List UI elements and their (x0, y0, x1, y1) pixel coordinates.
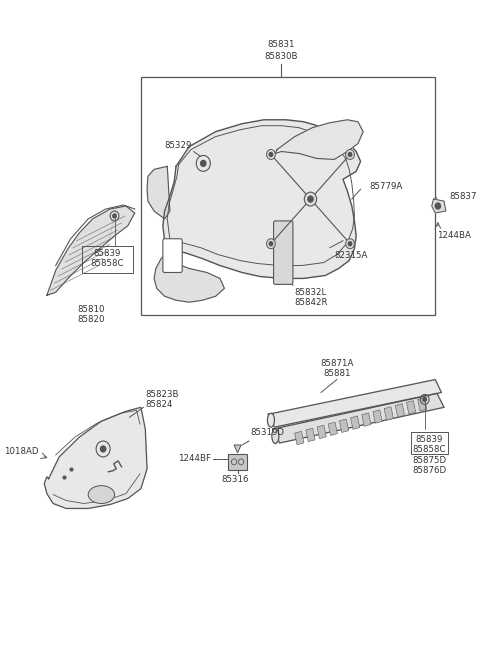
Circle shape (269, 242, 273, 246)
Text: 85858C: 85858C (91, 259, 124, 268)
Bar (141, 77, 435, 315)
Text: 85824: 85824 (145, 400, 173, 409)
FancyBboxPatch shape (163, 239, 182, 272)
Bar (306, 428, 315, 441)
Ellipse shape (267, 413, 275, 427)
Circle shape (201, 160, 206, 166)
Text: 85839: 85839 (94, 249, 121, 257)
Polygon shape (276, 120, 363, 159)
Circle shape (266, 239, 276, 249)
Text: 85858C: 85858C (412, 445, 446, 454)
Text: 82315A: 82315A (334, 251, 368, 259)
Text: 85871A: 85871A (320, 359, 354, 367)
Polygon shape (44, 407, 147, 508)
Text: 85832L: 85832L (295, 288, 327, 297)
Text: 85842R: 85842R (295, 298, 328, 307)
Bar (384, 407, 393, 420)
Bar (396, 403, 405, 417)
Polygon shape (432, 199, 446, 213)
FancyBboxPatch shape (228, 454, 247, 470)
FancyBboxPatch shape (274, 221, 293, 284)
Text: 85839: 85839 (415, 435, 443, 444)
Text: 85837: 85837 (449, 192, 477, 200)
Text: 1244BA: 1244BA (437, 231, 471, 240)
Ellipse shape (272, 428, 279, 443)
Text: 1018AD: 1018AD (4, 447, 38, 457)
Circle shape (346, 239, 354, 249)
Circle shape (346, 149, 354, 159)
Text: 1244BF: 1244BF (178, 455, 211, 463)
Text: 85329: 85329 (165, 141, 192, 149)
Text: 85820: 85820 (77, 315, 105, 324)
Circle shape (269, 153, 273, 157)
Circle shape (348, 242, 352, 246)
Ellipse shape (88, 485, 115, 504)
Polygon shape (268, 379, 442, 427)
Text: 85316: 85316 (221, 475, 249, 484)
Bar (411, 432, 447, 454)
Text: 85875D: 85875D (412, 456, 446, 465)
Polygon shape (154, 253, 224, 302)
Polygon shape (273, 394, 444, 443)
Text: 85830B: 85830B (265, 52, 298, 62)
Circle shape (266, 149, 276, 159)
Polygon shape (234, 445, 241, 453)
Text: 85823B: 85823B (145, 390, 179, 400)
Text: 85779A: 85779A (369, 181, 403, 191)
Circle shape (308, 196, 313, 202)
Circle shape (423, 398, 426, 402)
Bar (350, 416, 360, 430)
Polygon shape (163, 120, 360, 278)
Bar (407, 401, 416, 414)
Circle shape (348, 153, 352, 157)
Polygon shape (47, 206, 135, 295)
Polygon shape (147, 166, 170, 219)
Text: 85810: 85810 (77, 305, 105, 314)
Bar (418, 398, 427, 411)
Text: 85876D: 85876D (412, 466, 446, 475)
Circle shape (100, 446, 106, 452)
Bar (317, 425, 326, 439)
Text: 85831: 85831 (268, 41, 295, 50)
Circle shape (304, 192, 317, 206)
Circle shape (113, 214, 116, 218)
Bar (328, 422, 337, 436)
Bar (82, 246, 133, 273)
Bar (373, 410, 382, 423)
Bar (295, 431, 304, 445)
Circle shape (435, 203, 441, 209)
Bar (339, 419, 348, 432)
Text: 85881: 85881 (323, 369, 350, 377)
Bar (362, 413, 371, 426)
Text: 85319D: 85319D (251, 428, 285, 437)
